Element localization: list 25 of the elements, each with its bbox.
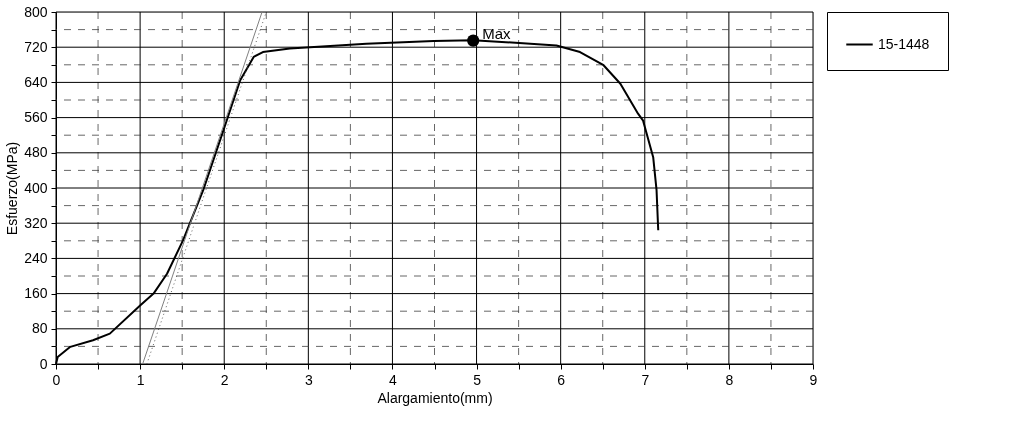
y-axis-title: Esfuerzo(MPa): [4, 141, 21, 236]
y-tick-label: 720: [24, 38, 48, 55]
y-tick-label: 160: [24, 285, 48, 302]
x-tick-label: 8: [725, 371, 734, 388]
x-tick-label: 3: [304, 371, 313, 388]
y-tick-label: 800: [24, 3, 48, 20]
y-tick-label: 0: [39, 355, 48, 372]
y-tick-label: 400: [24, 179, 48, 196]
x-tick-label: 4: [389, 371, 398, 388]
annotation: Max: [482, 24, 512, 42]
x-tick-label: 9: [809, 371, 818, 388]
x-tick-label: 0: [52, 371, 61, 388]
y-tick-label: 640: [24, 73, 48, 90]
y-tick-label: 560: [24, 109, 48, 126]
x-tick-label: 6: [557, 371, 566, 388]
x-tick-label: 1: [136, 371, 145, 388]
x-tick-label: 7: [641, 371, 650, 388]
x-tick-label: 2: [220, 371, 229, 388]
y-tick-label: 240: [24, 249, 48, 266]
legend-label: 15-1448: [878, 35, 930, 52]
x-tick-label: 5: [473, 371, 482, 388]
x-axis-title: Alargamiento(mm): [377, 389, 493, 406]
y-tick-label: 80: [31, 320, 48, 337]
y-tick-label: 480: [24, 144, 48, 161]
y-tick-label: 320: [24, 214, 48, 231]
